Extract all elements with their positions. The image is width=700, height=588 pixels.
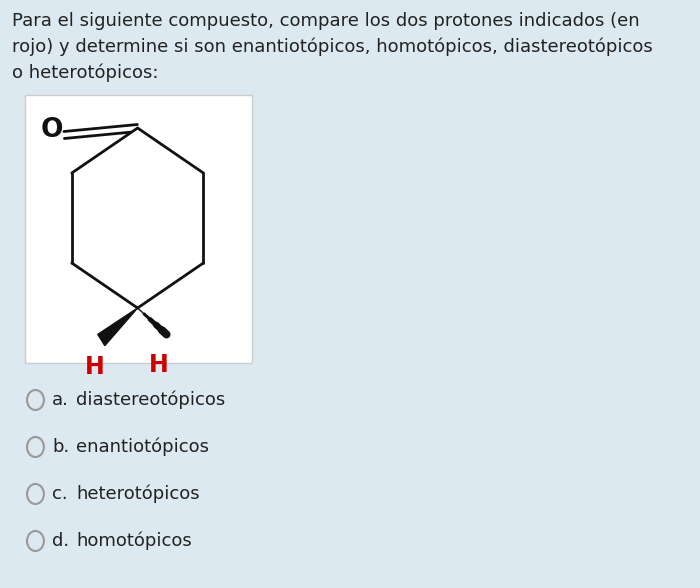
Text: Para el siguiente compuesto, compare los dos protones indicados (en
rojo) y dete: Para el siguiente compuesto, compare los…: [12, 12, 652, 82]
Text: heterotópicos: heterotópicos: [76, 485, 200, 503]
Text: c.: c.: [52, 485, 68, 503]
Text: H: H: [85, 355, 104, 379]
Text: enantiotópicos: enantiotópicos: [76, 437, 209, 456]
FancyBboxPatch shape: [25, 95, 251, 363]
Text: O: O: [41, 117, 64, 143]
Polygon shape: [98, 308, 138, 346]
Text: homotópicos: homotópicos: [76, 532, 192, 550]
Text: d.: d.: [52, 532, 69, 550]
Text: H: H: [149, 353, 169, 377]
Text: b.: b.: [52, 438, 69, 456]
Text: a.: a.: [52, 391, 69, 409]
Text: diastereotópicos: diastereotópicos: [76, 391, 225, 409]
